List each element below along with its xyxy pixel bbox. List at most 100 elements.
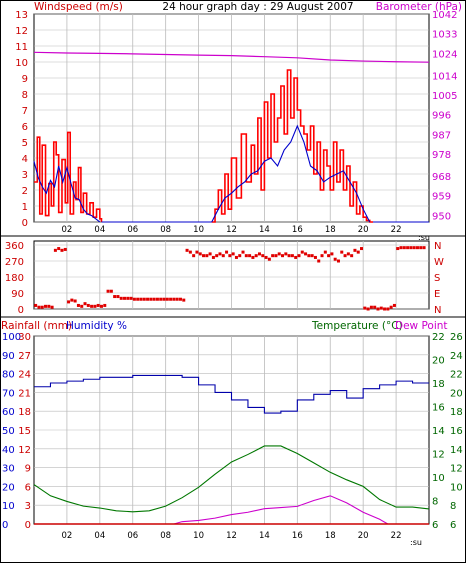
chart-title: 24 hour graph day : 29 August 2007 bbox=[162, 1, 353, 13]
humidity-axis-title: Humidity % bbox=[66, 320, 127, 332]
direction-point bbox=[99, 304, 103, 308]
baro-y-tick-label: 1042 bbox=[432, 10, 457, 21]
direction-point bbox=[261, 254, 265, 258]
wind-y-tick-label: 6 bbox=[22, 122, 28, 133]
wind-x-tick-label: 04 bbox=[94, 225, 105, 235]
direction-point bbox=[353, 248, 357, 252]
direction-point bbox=[106, 289, 110, 293]
direction-point bbox=[396, 247, 400, 251]
direction-point bbox=[264, 255, 268, 259]
direction-point bbox=[376, 307, 380, 311]
rain-y-tick-label: 30 bbox=[18, 332, 31, 343]
dew-y-tick-label: 8 bbox=[432, 497, 438, 508]
direction-point bbox=[228, 254, 232, 258]
direction-point bbox=[399, 246, 403, 250]
direction-y-tick-label: 360 bbox=[5, 241, 24, 252]
direction-point bbox=[343, 254, 347, 258]
wind-x-tick-label: 18 bbox=[325, 225, 336, 235]
direction-point bbox=[327, 254, 331, 258]
direction-point bbox=[287, 254, 291, 258]
compass-tick-label: W bbox=[434, 257, 444, 268]
climate-x-tick-label: 06 bbox=[127, 531, 138, 541]
temp-y-tick-label: 20 bbox=[450, 388, 463, 399]
direction-point bbox=[63, 247, 67, 251]
direction-point bbox=[34, 303, 38, 307]
rain-y-tick-label: 18 bbox=[18, 407, 31, 418]
direction-point bbox=[356, 250, 360, 254]
direction-point bbox=[366, 307, 370, 311]
direction-point bbox=[340, 250, 344, 254]
direction-point bbox=[83, 302, 87, 306]
climate-x-tick-label: 16 bbox=[292, 531, 303, 541]
direction-point bbox=[336, 259, 340, 263]
climate-x-tick-label: 22 bbox=[391, 531, 402, 541]
temp-y-tick-label: 10 bbox=[450, 482, 463, 493]
wind-y-tick-label: 3 bbox=[22, 170, 28, 181]
temp-y-tick-label: 24 bbox=[450, 351, 463, 362]
direction-point bbox=[198, 252, 202, 256]
wind-x-tick-label: 06 bbox=[127, 225, 138, 235]
direction-point bbox=[113, 295, 117, 299]
direction-point bbox=[76, 303, 80, 307]
wind-y-tick-label: 5 bbox=[22, 138, 28, 149]
direction-point bbox=[80, 304, 84, 308]
direction-point bbox=[320, 254, 324, 258]
direction-point bbox=[290, 254, 294, 258]
temp-y-tick-label: 6 bbox=[450, 520, 456, 531]
direction-point bbox=[402, 246, 406, 250]
dew-y-tick-label: 22 bbox=[432, 332, 445, 343]
wind-y-tick-label: 0 bbox=[22, 218, 28, 229]
temp-y-ticks: 6 8 10 12 14 16 18 20 22 24 26 bbox=[450, 332, 463, 531]
humidity-y-ticks: 0 10 20 30 40 50 60 70 80 90 100 bbox=[2, 332, 21, 531]
baro-y-tick-label: 1024 bbox=[432, 49, 457, 60]
wind-x-tick-label: 02 bbox=[62, 225, 73, 235]
rain-y-tick-label: 3 bbox=[25, 501, 31, 512]
direction-point bbox=[155, 297, 159, 301]
direction-point bbox=[346, 252, 350, 256]
direction-point bbox=[274, 254, 278, 258]
direction-point bbox=[185, 248, 189, 252]
direction-point bbox=[363, 306, 367, 310]
humidity-y-tick-label: 10 bbox=[2, 501, 15, 512]
direction-point bbox=[57, 247, 61, 251]
baro-y-tick-label: 959 bbox=[432, 192, 451, 203]
climate-x-ticks: 02 04 06 08 10 12 14 16 18 20 22 bbox=[62, 531, 402, 541]
direction-point bbox=[244, 254, 248, 258]
dew-y-tick-label: 14 bbox=[432, 426, 445, 437]
direction-point bbox=[132, 297, 136, 301]
baro-y-tick-label: 1033 bbox=[432, 30, 457, 41]
direction-point bbox=[126, 296, 130, 300]
direction-point bbox=[231, 252, 235, 256]
direction-point bbox=[238, 254, 242, 258]
direction-point bbox=[50, 305, 54, 309]
direction-point bbox=[67, 300, 71, 304]
direction-point bbox=[422, 246, 426, 250]
rain-y-tick-label: 24 bbox=[18, 370, 31, 381]
temp-y-tick-label: 18 bbox=[450, 407, 463, 418]
direction-point bbox=[409, 246, 413, 250]
direction-point bbox=[234, 255, 238, 259]
temperature-series-line bbox=[33, 445, 430, 513]
direction-y-tick-label: 0 bbox=[18, 305, 24, 316]
direction-point bbox=[333, 257, 337, 261]
direction-point bbox=[123, 296, 127, 300]
direction-point bbox=[215, 254, 219, 258]
direction-point bbox=[208, 252, 212, 256]
direction-point bbox=[241, 250, 245, 254]
rain-axis-title: Rainfall (mm) bbox=[1, 320, 72, 332]
rain-y-tick-label: 0 bbox=[25, 520, 31, 531]
direction-point bbox=[412, 246, 416, 250]
wind-x-tick-label: 16 bbox=[292, 225, 303, 235]
direction-point bbox=[44, 304, 48, 308]
climate-x-tick-label: 12 bbox=[226, 531, 237, 541]
direction-point bbox=[175, 297, 179, 301]
gust-series-line bbox=[211, 69, 374, 223]
direction-y-ticks: 0 90 180 270 360 bbox=[5, 241, 24, 316]
humidity-y-tick-label: 20 bbox=[2, 482, 15, 493]
wind-x-end-label: :su bbox=[418, 233, 430, 242]
average-wind-series-line bbox=[33, 161, 101, 223]
rain-y-tick-label: 21 bbox=[18, 388, 31, 399]
direction-point bbox=[294, 255, 298, 259]
